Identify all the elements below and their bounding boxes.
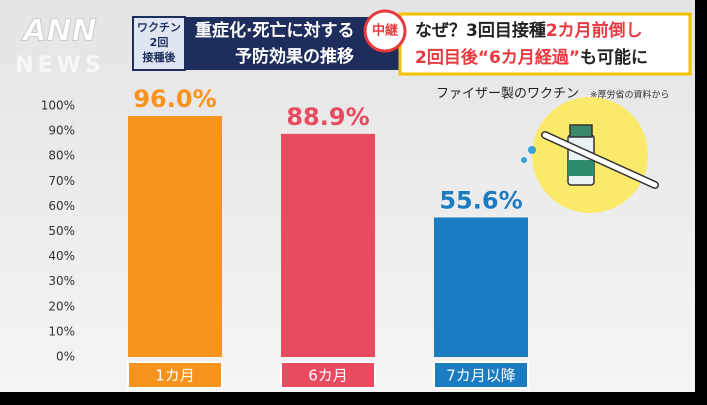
y-tick-label: 80%	[48, 149, 75, 163]
headline-part: も可能に	[580, 47, 648, 68]
badge-line: 2回	[150, 35, 169, 49]
y-tick-label: 10%	[48, 324, 75, 338]
y-tick-label: 90%	[48, 124, 75, 138]
category-box	[127, 361, 223, 389]
badge-box	[132, 16, 186, 71]
x-tick-label: 6カ月	[308, 367, 348, 385]
headline-part: “6カ月経過”	[478, 47, 580, 68]
title-line: 重症化·死亡に対する	[195, 20, 354, 41]
y-tick-label: 60%	[48, 199, 75, 213]
category-box	[280, 361, 376, 389]
badge-line: 接種後	[143, 50, 177, 64]
y-tick-label: 20%	[48, 299, 75, 313]
headline-part: なぜ？3回目接種	[415, 20, 546, 41]
value-label: 88.9%	[286, 103, 369, 131]
headline-part: 2回目後	[415, 47, 479, 68]
value-label: 96.0%	[133, 85, 216, 113]
y-tick-label: 50%	[48, 224, 75, 238]
x-tick-label: 1カ月	[155, 367, 195, 385]
y-tick-label: 0%	[56, 350, 75, 364]
bar	[281, 133, 375, 357]
note: ※厚労省の資料から	[590, 89, 670, 101]
y-tick-label: 100%	[41, 99, 75, 113]
bar	[434, 217, 528, 357]
live-text: 中継	[372, 23, 398, 39]
x-tick-label: 7カ月以降	[446, 367, 516, 385]
value-label: 55.6%	[439, 186, 522, 214]
y-tick-label: 70%	[48, 174, 75, 188]
title-line: 予防効果の推移	[235, 46, 354, 67]
live-badge	[363, 9, 407, 53]
headline: 2回目後“6カ月経過”も可能に	[415, 47, 648, 68]
y-tick-label: 30%	[48, 274, 75, 288]
source: ファイザー製のワクチン	[436, 87, 579, 102]
logo-news: NEWS	[15, 53, 105, 78]
y-tick-label: 40%	[48, 249, 75, 263]
bar	[128, 116, 222, 357]
badge-line: ワクチン	[137, 21, 181, 34]
category-box	[433, 361, 529, 389]
headline-part: 2カ月前倒し	[546, 20, 643, 41]
logo-ann: ANN	[21, 14, 96, 49]
headline: なぜ？3回目接種2カ月前倒し	[415, 20, 643, 41]
syringe-illustration	[521, 97, 659, 213]
